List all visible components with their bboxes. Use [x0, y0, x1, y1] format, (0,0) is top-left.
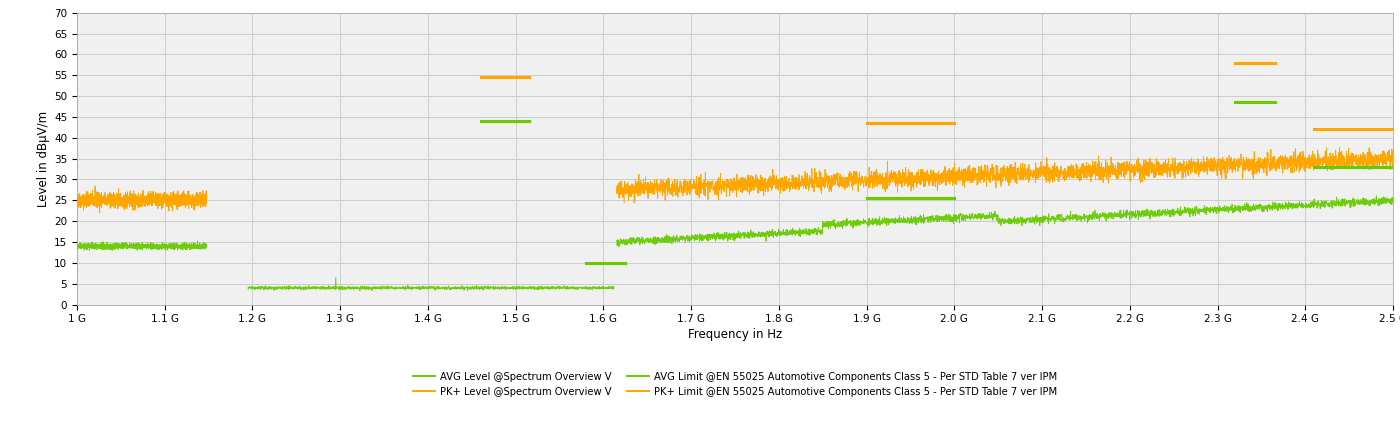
Y-axis label: Level in dBµV/m: Level in dBµV/m	[36, 110, 50, 207]
X-axis label: Frequency in Hz: Frequency in Hz	[687, 328, 783, 341]
Legend: AVG Level @Spectrum Overview V, PK+ Level @Spectrum Overview V, AVG Limit @EN 55: AVG Level @Spectrum Overview V, PK+ Leve…	[409, 368, 1061, 401]
